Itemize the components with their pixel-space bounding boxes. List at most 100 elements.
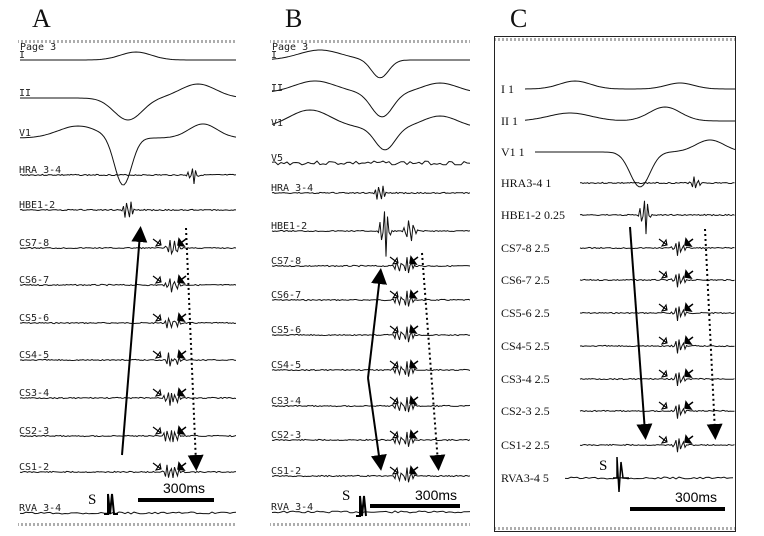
channel-label: CS2-3: [19, 426, 49, 437]
panel-a: Page 3 I II V1 HRA 3-4 HBE1-2 CS7-8 CS6-7 CS5-6 C…: [18, 38, 236, 528]
trace-cs2-3-2-5: [579, 404, 735, 419]
activation-arrow-down: [367, 377, 387, 471]
trace-cs4-5-2-5: [579, 339, 735, 354]
hollow-arrow: [658, 435, 668, 444]
solid-arrow: [177, 461, 187, 472]
hollow-arrow: [658, 270, 668, 279]
activation-arrow-dotted: [704, 228, 723, 440]
pacing-stimulus-mark: [104, 493, 118, 515]
trace-cs7-8: [19, 239, 236, 256]
channel-label: CS3-4: [19, 388, 49, 399]
trace-i-1: [524, 80, 735, 90]
hollow-arrow: [152, 238, 162, 247]
channel-label: V5: [271, 153, 283, 164]
solid-arrow: [684, 368, 694, 379]
trace-cs5-6-2-5: [579, 306, 735, 322]
hollow-arrow: [389, 430, 399, 439]
activation-arrow-up: [367, 268, 388, 379]
trace-rva-3-4: [19, 511, 236, 515]
trace-cs2-3: [19, 430, 236, 443]
solid-arrow: [409, 395, 419, 406]
activation-arrow-dotted: [185, 227, 204, 471]
hollow-arrow: [658, 303, 668, 312]
trace-cs2-3: [271, 431, 470, 447]
trace-hra-3-4: [19, 168, 236, 184]
bottom-time-ticks: [270, 523, 470, 526]
pacing-stimulus-mark: [613, 456, 629, 493]
trace-cs5-6: [19, 316, 236, 330]
page-label: Page 3: [20, 42, 56, 53]
channel-label: CS4-5: [271, 360, 301, 371]
channel-label: HBE1-2 0.25: [501, 208, 565, 222]
channel-label: I: [19, 50, 25, 61]
solid-arrow: [177, 387, 187, 398]
channel-label: CS7-8 2.5: [501, 241, 550, 255]
panel-c: I 1 II 1 V1 1 HRA3-4 1 HBE1-2 0.25 CS7-8 2.5 C…: [494, 36, 736, 532]
solid-arrow: [409, 255, 419, 266]
trace-cs4-5: [19, 352, 236, 367]
channel-label: CS1-2 2.5: [501, 438, 550, 452]
activation-arrow-solid: [629, 226, 653, 440]
channel-label: CS4-5 2.5: [501, 339, 550, 353]
scale-bar-label: 300ms: [675, 489, 717, 505]
solid-arrow: [409, 324, 419, 335]
trace-v5: [271, 160, 470, 166]
solid-arrow: [684, 269, 694, 280]
solid-arrow: [409, 359, 419, 370]
channel-label: HBE1-2: [19, 200, 55, 211]
solid-arrow: [177, 425, 187, 436]
solid-arrow: [177, 312, 187, 323]
channel-label: CS3-4 2.5: [501, 372, 550, 386]
channel-label: CS6-7: [19, 275, 49, 286]
solid-arrow: [409, 429, 419, 440]
channel-label: RVA 3-4: [271, 502, 313, 513]
channel-label: CS5-6: [271, 325, 301, 336]
trace-cs6-7-2-5: [579, 273, 735, 288]
bottom-time-ticks: [18, 523, 235, 526]
scale-bar-label: 300ms: [163, 480, 205, 496]
hollow-arrow: [152, 275, 162, 284]
hollow-arrow: [658, 238, 668, 247]
trace-hbe1-2: [19, 201, 236, 218]
stim-label: S: [88, 492, 96, 508]
channel-label: RVA 3-4: [19, 503, 61, 514]
trace-cs1-2: [19, 464, 236, 478]
solid-arrow: [684, 302, 694, 313]
top-time-ticks: [270, 40, 470, 43]
channel-label: HRA 3-4: [271, 183, 313, 194]
channel-label: CS6-7: [271, 290, 301, 301]
channel-label: CS2-3: [271, 430, 301, 441]
trace-hbe1-2: [271, 211, 470, 257]
top-time-ticks: [18, 40, 235, 43]
channel-label: V1: [271, 118, 283, 129]
trace-hra-3-4: [271, 185, 470, 200]
hollow-arrow: [152, 426, 162, 435]
hollow-arrow: [152, 313, 162, 322]
trace-v1: [271, 109, 470, 151]
scale-bar-label: 300ms: [415, 487, 457, 503]
trace-cs3-4: [19, 392, 236, 406]
channel-label: CS7-8: [271, 256, 301, 267]
channel-label: CS3-4: [271, 396, 301, 407]
trace-hra3-4-1: [579, 176, 735, 189]
channel-label: CS7-8: [19, 238, 49, 249]
trace-rva3-4-5: [564, 476, 734, 480]
panel-c-tracings: I 1 II 1 V1 1 HRA3-4 1 HBE1-2 0.25 CS7-8 2.5 C…: [495, 38, 735, 530]
channel-label: V1: [19, 128, 31, 139]
trace-ii: [20, 83, 236, 121]
stim-label: S: [599, 458, 607, 474]
activation-arrow-dotted: [421, 252, 446, 471]
solid-arrow: [177, 274, 187, 285]
channel-label: CS2-3 2.5: [501, 404, 550, 418]
channel-label: I: [271, 50, 277, 61]
trace-rva-3-4: [271, 510, 470, 514]
hollow-arrow: [152, 350, 162, 359]
hollow-arrow: [658, 336, 668, 345]
channel-label: II 1: [501, 114, 518, 128]
trace-i: [20, 51, 236, 61]
hollow-arrow: [152, 388, 162, 397]
trace-cs6-7: [19, 278, 236, 293]
panel-letter-a: A: [32, 4, 51, 33]
